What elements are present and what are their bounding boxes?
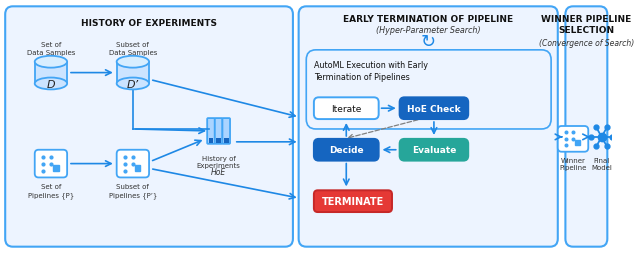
Text: (Convergence of Search): (Convergence of Search)	[539, 39, 634, 48]
FancyBboxPatch shape	[314, 98, 379, 120]
Text: HISTORY OF EXPERIMENTS: HISTORY OF EXPERIMENTS	[81, 19, 217, 28]
Text: D: D	[47, 80, 55, 90]
FancyBboxPatch shape	[215, 119, 223, 144]
Text: Evaluate: Evaluate	[412, 146, 456, 155]
Text: TERMINATE: TERMINATE	[322, 196, 384, 206]
FancyBboxPatch shape	[216, 138, 221, 143]
Text: Winner
Pipeline: Winner Pipeline	[559, 157, 587, 170]
FancyBboxPatch shape	[558, 126, 588, 152]
Text: D’: D’	[127, 80, 139, 90]
Text: Set of
Pipelines {P}: Set of Pipelines {P}	[28, 184, 74, 198]
FancyBboxPatch shape	[307, 51, 551, 130]
Text: History of
Experiments: History of Experiments	[196, 155, 241, 168]
Ellipse shape	[35, 78, 67, 90]
Text: EARLY TERMINATION OF PIPELINE: EARLY TERMINATION OF PIPELINE	[343, 15, 513, 24]
Text: AutoML Execution with Early
Termination of Pipelines: AutoML Execution with Early Termination …	[314, 60, 428, 81]
FancyBboxPatch shape	[135, 165, 141, 171]
FancyBboxPatch shape	[223, 119, 230, 144]
FancyBboxPatch shape	[35, 150, 67, 178]
Text: Decide: Decide	[329, 146, 364, 155]
FancyBboxPatch shape	[314, 190, 392, 212]
Text: Subset of
Pipelines {P’}: Subset of Pipelines {P’}	[109, 184, 157, 198]
FancyBboxPatch shape	[5, 7, 293, 247]
Text: ↻: ↻	[420, 33, 436, 51]
Text: Iterate: Iterate	[331, 104, 362, 113]
Ellipse shape	[35, 57, 67, 68]
FancyBboxPatch shape	[35, 62, 67, 84]
Text: WINNER PIPELINE
SELECTION: WINNER PIPELINE SELECTION	[541, 15, 632, 35]
FancyBboxPatch shape	[224, 138, 228, 143]
Text: HoE: HoE	[211, 167, 226, 176]
FancyBboxPatch shape	[209, 138, 213, 143]
FancyBboxPatch shape	[299, 7, 558, 247]
Ellipse shape	[116, 78, 149, 90]
FancyBboxPatch shape	[314, 139, 379, 161]
Text: (Hyper-Parameter Search): (Hyper-Parameter Search)	[376, 26, 481, 35]
FancyBboxPatch shape	[399, 139, 468, 161]
Text: Final
Model: Final Model	[591, 157, 612, 170]
FancyBboxPatch shape	[207, 119, 215, 144]
FancyBboxPatch shape	[575, 140, 580, 146]
FancyBboxPatch shape	[116, 62, 149, 84]
FancyBboxPatch shape	[399, 98, 468, 120]
Text: Set of
Data Samples: Set of Data Samples	[27, 42, 75, 56]
FancyBboxPatch shape	[116, 150, 149, 178]
Ellipse shape	[116, 57, 149, 68]
Text: Subset of
Data Samples: Subset of Data Samples	[109, 42, 157, 56]
FancyBboxPatch shape	[53, 165, 58, 171]
FancyBboxPatch shape	[565, 7, 607, 247]
Text: HoE Check: HoE Check	[407, 104, 461, 113]
